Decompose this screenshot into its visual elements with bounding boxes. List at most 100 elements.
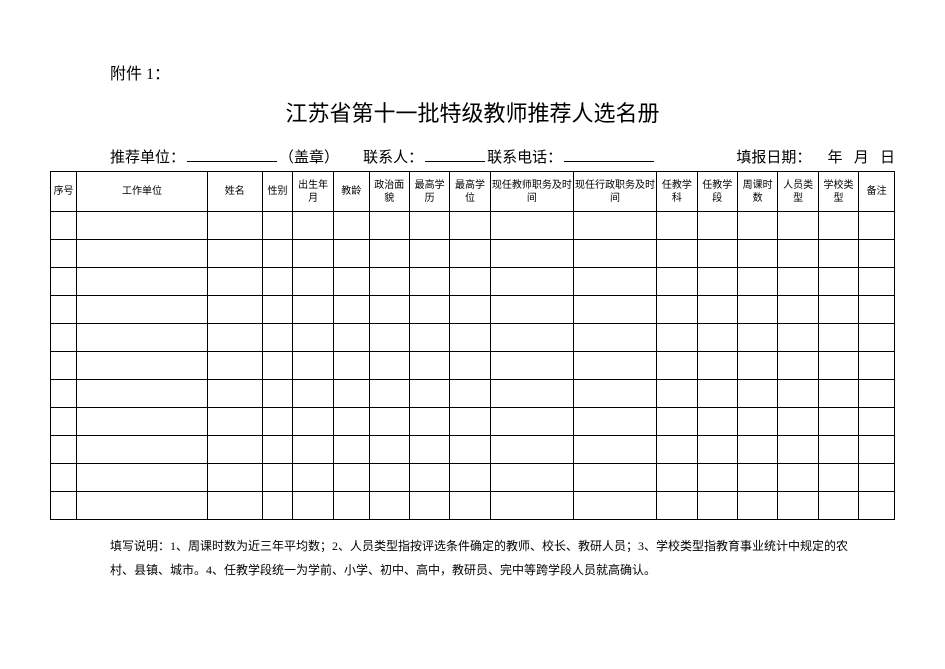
table-cell	[490, 296, 573, 324]
table-cell	[778, 464, 818, 492]
table-cell	[77, 212, 208, 240]
table-cell	[333, 352, 369, 380]
table-cell	[573, 492, 656, 520]
table-cell	[293, 240, 333, 268]
table-cell	[293, 492, 333, 520]
attachment-label: 附件 1：	[110, 60, 895, 84]
table-cell	[657, 492, 697, 520]
table-cell	[293, 352, 333, 380]
table-cell	[737, 352, 777, 380]
table-cell	[737, 464, 777, 492]
table-cell	[778, 212, 818, 240]
table-cell	[778, 380, 818, 408]
table-cell	[778, 352, 818, 380]
table-cell	[262, 464, 293, 492]
table-cell	[778, 408, 818, 436]
table-cell	[293, 324, 333, 352]
table-cell	[77, 436, 208, 464]
table-cell	[262, 436, 293, 464]
table-row	[51, 492, 895, 520]
table-cell	[450, 408, 490, 436]
seal-label: （盖章）	[279, 146, 339, 167]
table-cell	[262, 408, 293, 436]
table-cell	[737, 436, 777, 464]
table-cell	[51, 492, 77, 520]
table-cell	[737, 324, 777, 352]
table-cell	[450, 492, 490, 520]
table-cell	[573, 324, 656, 352]
year-label: 年	[827, 146, 842, 167]
table-cell	[77, 268, 208, 296]
table-cell	[207, 268, 262, 296]
table-cell	[207, 296, 262, 324]
col-header: 现任教师职务及时间	[490, 172, 573, 212]
table-cell	[333, 464, 369, 492]
table-row	[51, 380, 895, 408]
table-cell	[207, 240, 262, 268]
table-cell	[450, 380, 490, 408]
table-cell	[697, 212, 737, 240]
table-cell	[333, 268, 369, 296]
table-cell	[859, 492, 895, 520]
table-cell	[859, 268, 895, 296]
table-row	[51, 436, 895, 464]
table-cell	[77, 408, 208, 436]
table-cell	[573, 408, 656, 436]
phone-label: 联系电话：	[487, 146, 562, 167]
table-cell	[573, 380, 656, 408]
col-header: 序号	[51, 172, 77, 212]
table-cell	[293, 212, 333, 240]
table-cell	[207, 492, 262, 520]
table-cell	[207, 408, 262, 436]
table-cell	[737, 268, 777, 296]
col-header: 任教学段	[697, 172, 737, 212]
table-cell	[51, 240, 77, 268]
table-cell	[293, 436, 333, 464]
table-cell	[51, 296, 77, 324]
table-cell	[207, 436, 262, 464]
table-cell	[859, 380, 895, 408]
table-cell	[490, 436, 573, 464]
table-cell	[77, 380, 208, 408]
table-cell	[859, 436, 895, 464]
info-row: 推荐单位： （盖章） 联系人： 联系电话： 填报日期： 年 月 日	[110, 146, 895, 167]
table-cell	[77, 492, 208, 520]
table-cell	[369, 212, 409, 240]
table-cell	[369, 268, 409, 296]
table-cell	[490, 268, 573, 296]
table-cell	[333, 212, 369, 240]
table-cell	[51, 436, 77, 464]
contact-underline	[425, 147, 485, 162]
table-cell	[737, 296, 777, 324]
table-cell	[859, 212, 895, 240]
col-header: 出生年月	[293, 172, 333, 212]
table-cell	[490, 240, 573, 268]
table-cell	[818, 352, 858, 380]
table-cell	[697, 492, 737, 520]
table-cell	[859, 464, 895, 492]
day-label: 日	[880, 146, 895, 167]
table-row	[51, 240, 895, 268]
table-cell	[450, 464, 490, 492]
table-cell	[207, 380, 262, 408]
table-row	[51, 212, 895, 240]
table-cell	[859, 408, 895, 436]
table-cell	[77, 324, 208, 352]
table-cell	[450, 296, 490, 324]
unit-underline	[187, 147, 277, 162]
table-cell	[293, 380, 333, 408]
table-cell	[657, 240, 697, 268]
col-header: 现任行政职务及时间	[573, 172, 656, 212]
table-row	[51, 408, 895, 436]
table-cell	[778, 324, 818, 352]
table-cell	[778, 492, 818, 520]
footnote: 填写说明：1、周课时数为近三年平均数；2、人员类型指按评选条件确定的教师、校长、…	[110, 534, 855, 582]
table-cell	[333, 240, 369, 268]
table-cell	[778, 268, 818, 296]
table-cell	[293, 408, 333, 436]
table-cell	[859, 240, 895, 268]
table-cell	[818, 324, 858, 352]
table-cell	[818, 436, 858, 464]
table-cell	[262, 352, 293, 380]
table-cell	[409, 436, 449, 464]
